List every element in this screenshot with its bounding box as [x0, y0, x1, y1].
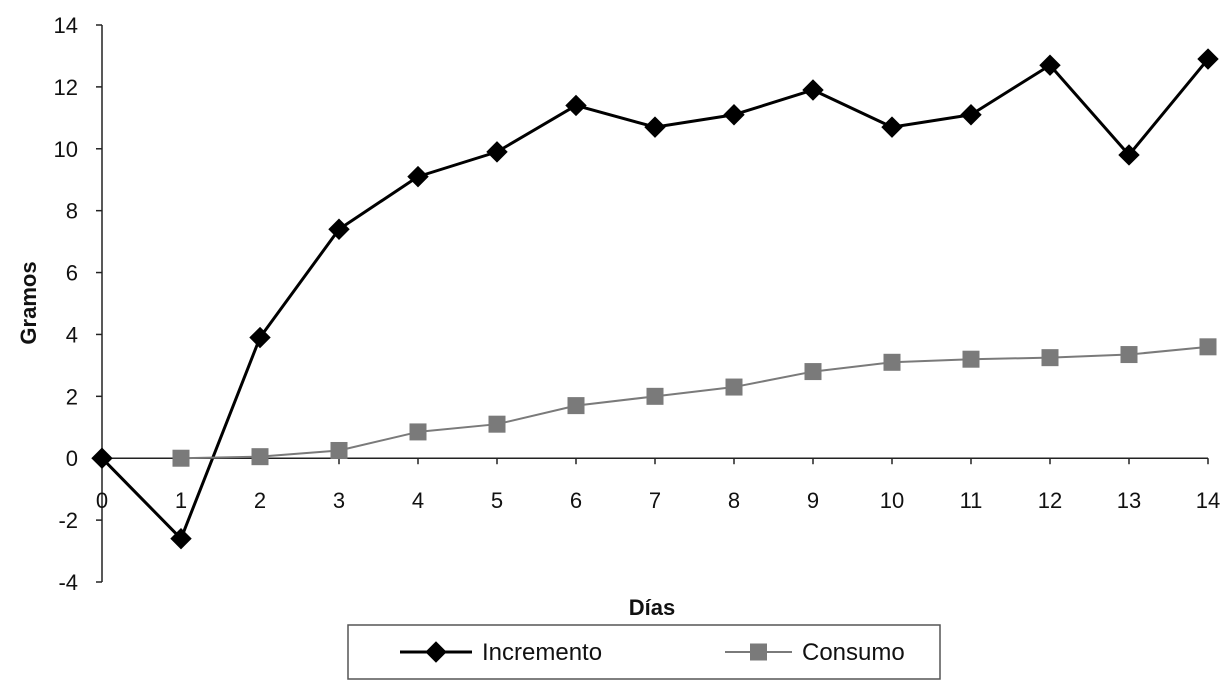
data-point-incremento: [407, 165, 429, 188]
data-point-incremento: [565, 94, 587, 117]
y-axis-title: Gramos: [16, 261, 41, 344]
y-tick-label: 10: [54, 137, 78, 162]
data-point-consumo: [1199, 338, 1217, 356]
series-line-consumo: [180, 345, 1209, 460]
data-point-incremento: [723, 104, 745, 126]
data-point-consumo: [1041, 349, 1059, 367]
x-tick-label: 10: [880, 488, 904, 513]
y-tick-label: 4: [66, 322, 78, 347]
legend: Incremento Consumo: [347, 624, 941, 680]
y-tick-label: 14: [54, 13, 78, 38]
x-tick-label: 12: [1038, 488, 1062, 513]
x-tick-label: 9: [807, 488, 819, 513]
data-point-consumo: [172, 449, 190, 467]
series-consumo: [172, 338, 1217, 467]
x-tick-label: 5: [491, 488, 503, 513]
data-point-incremento: [91, 447, 113, 469]
y-tick-label: 8: [66, 199, 78, 224]
legend-marker-incremento: [425, 641, 447, 663]
y-tick-label: -4: [58, 570, 78, 595]
data-point-consumo: [251, 448, 269, 466]
data-point-consumo: [409, 423, 427, 441]
x-tick-label: 4: [412, 488, 424, 513]
legend-label-incremento: Incremento: [482, 639, 602, 666]
x-tick-label: 0: [96, 488, 108, 513]
data-point-consumo: [646, 387, 664, 405]
plot-area: [91, 48, 1219, 550]
data-point-consumo: [804, 363, 822, 381]
legend-label-consumo: Consumo: [802, 639, 905, 666]
y-tick-label: 12: [54, 75, 78, 100]
x-tick-label: 13: [1117, 488, 1141, 513]
y-tick-label: 6: [66, 261, 78, 286]
legend-marker-consumo: [750, 643, 767, 661]
data-point-consumo: [488, 415, 506, 433]
data-point-consumo: [567, 397, 585, 415]
data-point-incremento: [1118, 144, 1140, 166]
x-tick-label: 6: [570, 488, 582, 513]
y-tick-label: -2: [58, 508, 78, 533]
data-point-consumo: [330, 441, 348, 459]
x-tick-label: 2: [254, 488, 266, 513]
data-point-incremento: [1039, 54, 1061, 76]
data-point-incremento: [881, 116, 903, 138]
data-point-consumo: [1120, 346, 1138, 364]
x-tick-label: 8: [728, 488, 740, 513]
data-point-incremento: [170, 527, 192, 550]
x-tick-label: 1: [175, 488, 187, 513]
data-point-incremento: [960, 104, 982, 126]
data-point-consumo: [962, 350, 980, 368]
series-incremento: [91, 48, 1219, 550]
data-point-consumo: [883, 353, 901, 371]
data-point-incremento: [486, 141, 508, 163]
y-tick-label: 0: [66, 446, 78, 471]
y-tick-label: 2: [66, 384, 78, 409]
data-point-consumo: [725, 378, 743, 396]
data-point-incremento: [249, 326, 271, 349]
x-axis-title: Días: [629, 595, 675, 620]
x-tick-label: 3: [333, 488, 345, 513]
data-point-incremento: [1197, 48, 1219, 70]
data-point-incremento: [328, 218, 350, 240]
x-tick-label: 14: [1196, 488, 1220, 513]
x-tick-label: 11: [960, 488, 983, 513]
data-point-incremento: [802, 79, 824, 101]
data-point-incremento: [644, 116, 666, 138]
x-tick-label: 7: [649, 488, 661, 513]
